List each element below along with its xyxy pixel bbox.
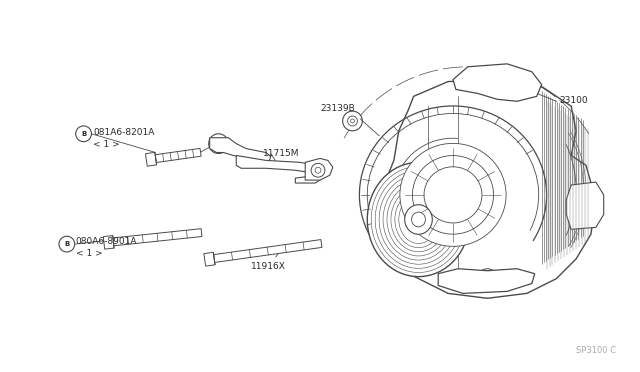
Circle shape bbox=[497, 76, 508, 87]
Polygon shape bbox=[204, 252, 215, 266]
Text: 081A6-8201A: 081A6-8201A bbox=[93, 128, 155, 137]
Circle shape bbox=[311, 163, 325, 177]
Text: < 1 >: < 1 > bbox=[93, 140, 120, 149]
Ellipse shape bbox=[383, 179, 454, 260]
Text: 11715M: 11715M bbox=[263, 148, 300, 158]
Polygon shape bbox=[145, 153, 157, 166]
Circle shape bbox=[315, 167, 321, 173]
Text: 080A6-8901A: 080A6-8901A bbox=[76, 237, 137, 246]
Ellipse shape bbox=[424, 167, 482, 223]
Text: B: B bbox=[81, 131, 86, 137]
Polygon shape bbox=[566, 182, 604, 230]
Ellipse shape bbox=[367, 162, 470, 277]
Polygon shape bbox=[103, 235, 114, 249]
Circle shape bbox=[76, 126, 92, 142]
Circle shape bbox=[59, 236, 75, 252]
Circle shape bbox=[348, 116, 357, 126]
Circle shape bbox=[404, 251, 419, 267]
Polygon shape bbox=[453, 64, 541, 101]
Ellipse shape bbox=[387, 183, 450, 256]
Polygon shape bbox=[374, 80, 596, 298]
Ellipse shape bbox=[391, 187, 446, 252]
Circle shape bbox=[483, 274, 492, 283]
Circle shape bbox=[351, 119, 355, 123]
Ellipse shape bbox=[412, 212, 426, 227]
Text: 11916X: 11916X bbox=[252, 262, 286, 271]
Text: < 1 >: < 1 > bbox=[76, 249, 102, 258]
Text: 23139B: 23139B bbox=[320, 104, 355, 113]
Ellipse shape bbox=[400, 143, 506, 246]
Polygon shape bbox=[379, 242, 436, 269]
Ellipse shape bbox=[379, 175, 458, 264]
Polygon shape bbox=[113, 229, 202, 246]
Circle shape bbox=[342, 111, 362, 131]
Circle shape bbox=[490, 70, 514, 93]
Polygon shape bbox=[214, 240, 322, 263]
Ellipse shape bbox=[404, 205, 432, 234]
Polygon shape bbox=[438, 269, 535, 294]
Circle shape bbox=[209, 134, 228, 154]
Polygon shape bbox=[210, 138, 271, 162]
Ellipse shape bbox=[412, 155, 493, 234]
Polygon shape bbox=[236, 155, 320, 183]
Polygon shape bbox=[305, 158, 333, 180]
Circle shape bbox=[214, 139, 223, 148]
Text: 23100: 23100 bbox=[559, 96, 588, 105]
Polygon shape bbox=[155, 148, 201, 163]
Ellipse shape bbox=[375, 171, 462, 268]
Text: B: B bbox=[64, 241, 70, 247]
Circle shape bbox=[477, 269, 497, 288]
Ellipse shape bbox=[399, 195, 438, 244]
Ellipse shape bbox=[371, 167, 466, 272]
Text: SP3100 C: SP3100 C bbox=[575, 346, 616, 355]
Ellipse shape bbox=[395, 191, 442, 248]
